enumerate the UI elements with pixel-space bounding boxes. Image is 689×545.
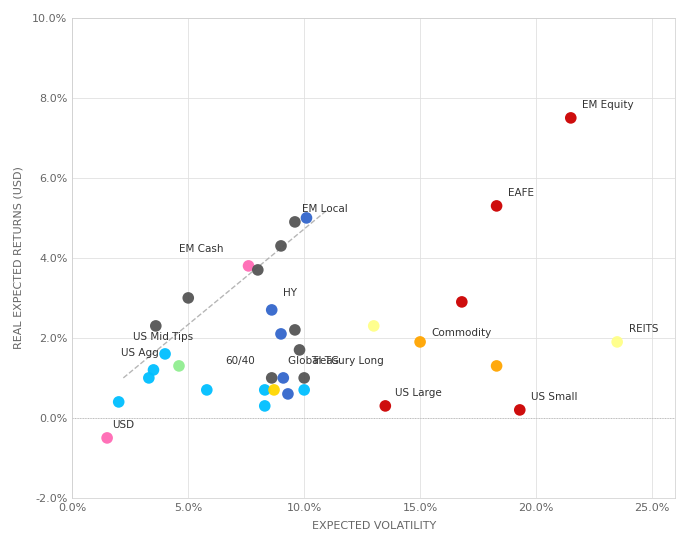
Text: EM Equity: EM Equity	[582, 100, 634, 110]
Point	[298, 385, 309, 394]
Y-axis label: REAL EXPECTED RETURNS (USD): REAL EXPECTED RETURNS (USD)	[14, 166, 24, 349]
Text: 60/40: 60/40	[225, 356, 255, 366]
Point	[150, 322, 161, 330]
Point	[266, 306, 277, 314]
Text: US Agg: US Agg	[121, 348, 158, 358]
Point	[278, 373, 289, 382]
Point	[201, 385, 212, 394]
Text: Commodity: Commodity	[432, 328, 492, 338]
Point	[259, 402, 270, 410]
Point	[259, 385, 270, 394]
Point	[380, 402, 391, 410]
Text: US Small: US Small	[531, 392, 578, 402]
Text: US Large: US Large	[395, 388, 442, 398]
Point	[160, 349, 171, 358]
Text: USD: USD	[112, 420, 134, 430]
Point	[415, 337, 426, 346]
Point	[252, 265, 263, 274]
Point	[491, 202, 502, 210]
Point	[514, 405, 525, 414]
Point	[148, 366, 159, 374]
Point	[266, 373, 277, 382]
Text: REITS: REITS	[629, 324, 658, 334]
Point	[143, 373, 154, 382]
Point	[289, 217, 300, 226]
Text: EM Local: EM Local	[302, 204, 348, 214]
Point	[294, 346, 305, 354]
Point	[368, 322, 379, 330]
Point	[269, 385, 280, 394]
Point	[301, 214, 312, 222]
Point	[298, 373, 309, 382]
Point	[243, 262, 254, 270]
Point	[456, 298, 467, 306]
Point	[282, 390, 294, 398]
Point	[565, 113, 576, 122]
Point	[101, 434, 112, 443]
Text: EM Cash: EM Cash	[179, 244, 223, 254]
Point	[289, 325, 300, 334]
Point	[113, 397, 124, 406]
Text: EAFE: EAFE	[508, 188, 534, 198]
Text: US Mid Tips: US Mid Tips	[132, 332, 193, 342]
Point	[183, 294, 194, 302]
Point	[276, 330, 287, 338]
Point	[174, 361, 185, 370]
Text: HY: HY	[283, 288, 298, 298]
Text: Global TG: Global TG	[288, 356, 339, 366]
Point	[491, 361, 502, 370]
Point	[276, 241, 287, 250]
X-axis label: EXPECTED VOLATILITY: EXPECTED VOLATILITY	[311, 521, 436, 531]
Text: Treasury Long: Treasury Long	[311, 356, 384, 366]
Point	[612, 337, 623, 346]
